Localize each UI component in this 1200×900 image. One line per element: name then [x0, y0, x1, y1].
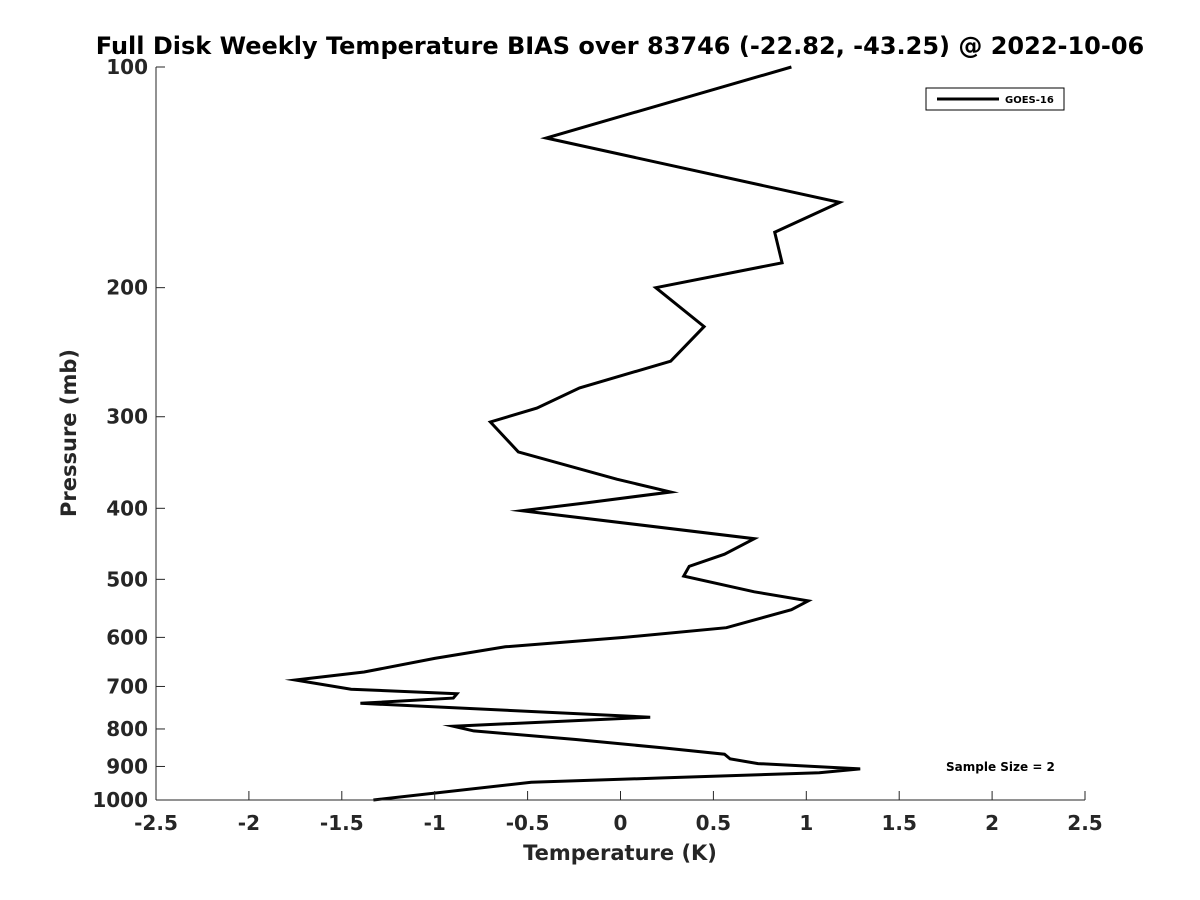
y-tick-label: 100 [106, 55, 148, 79]
y-tick-label: 700 [106, 674, 148, 698]
x-tick-label: -2 [238, 811, 260, 835]
x-tick-label: 0 [614, 811, 628, 835]
x-tick-label: -1.5 [320, 811, 364, 835]
x-tick-label: 0.5 [696, 811, 731, 835]
y-tick-label: 300 [106, 405, 148, 429]
y-tick-label: 800 [106, 717, 148, 741]
data-layer [284, 65, 861, 802]
plot-area [156, 67, 1085, 800]
y-tick-label: 1000 [92, 788, 148, 812]
y-tick-label: 500 [106, 567, 148, 591]
legend: GOES-16 [925, 87, 1065, 111]
x-tick-label: 1.5 [881, 811, 916, 835]
y-tick-label: 900 [106, 754, 148, 778]
annotation-sample-size: Sample Size = 2 [946, 760, 1055, 774]
x-tick-label: -0.5 [506, 811, 550, 835]
x-tick-label: -1 [424, 811, 446, 835]
y-axis-label: Pressure (mb) [57, 349, 81, 517]
y-tick-label: 600 [106, 625, 148, 649]
x-tick-label: 1 [799, 811, 813, 835]
x-tick-label: -2.5 [134, 811, 178, 835]
x-axis-label: Temperature (K) [523, 841, 717, 865]
chart-title: Full Disk Weekly Temperature BIAS over 8… [96, 32, 1144, 60]
tick-layer: -2.5 -2 -1.5 -1 -0.5 0 0.5 1 1.5 2 2.5 100 200 300 400… [92, 55, 1102, 835]
y-tick-label: 200 [106, 276, 148, 300]
legend-label-goes-16: GOES-16 [1005, 95, 1054, 106]
series-line-goes-16 [284, 65, 861, 802]
x-tick-label: 2 [985, 811, 999, 835]
x-tick-label: 2.5 [1067, 811, 1102, 835]
y-tick-label: 400 [106, 496, 148, 520]
